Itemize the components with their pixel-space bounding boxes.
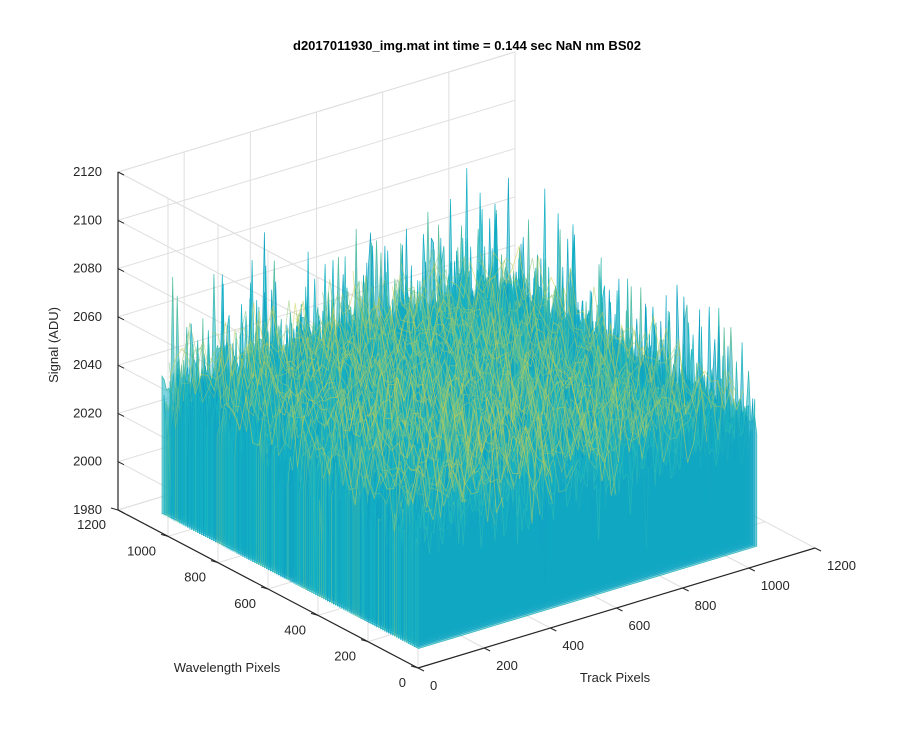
surface-streak bbox=[255, 321, 513, 493]
z-tick bbox=[117, 461, 125, 466]
surface-streak bbox=[392, 278, 649, 459]
x-tick-label: 200 bbox=[496, 658, 518, 673]
x-axis-label: Track Pixels bbox=[580, 670, 651, 685]
surface-streak bbox=[433, 269, 690, 418]
x-tick bbox=[814, 547, 822, 552]
surface-streak bbox=[168, 347, 426, 506]
surface-streak bbox=[225, 320, 483, 507]
z-tick-label: 2020 bbox=[73, 405, 102, 420]
z-tick-label: 2100 bbox=[73, 212, 102, 227]
z-tick-label: 2040 bbox=[73, 357, 102, 372]
y-tick bbox=[260, 586, 269, 590]
surface-streak bbox=[296, 300, 554, 477]
surface-streak bbox=[419, 295, 677, 463]
z-tick bbox=[117, 268, 125, 273]
surface-streak bbox=[486, 245, 744, 415]
axis-layer: 0 200 400 600 800 1000 1200 0 200 400 600 800 1000 12… bbox=[73, 164, 856, 693]
surface-streak bbox=[450, 257, 708, 426]
surface-streak bbox=[318, 292, 575, 474]
surface-streak bbox=[341, 285, 599, 456]
surface-streak bbox=[364, 305, 622, 482]
x-tick-label: 800 bbox=[695, 598, 717, 613]
x-tick-label: 1000 bbox=[761, 578, 790, 593]
z-tick-label: 2080 bbox=[73, 261, 102, 276]
z-tick bbox=[117, 219, 125, 224]
surface-streak bbox=[394, 289, 651, 452]
y-tick bbox=[160, 533, 169, 537]
x-tick-label: 400 bbox=[562, 638, 584, 653]
surface-streak bbox=[340, 314, 598, 459]
y-tick-label: 200 bbox=[334, 649, 356, 664]
x-tick bbox=[682, 587, 689, 592]
surface-streak bbox=[196, 340, 454, 518]
surface-streak bbox=[169, 347, 426, 506]
y-tick-label: 0 bbox=[399, 675, 406, 690]
z-tick-label: 2000 bbox=[73, 454, 102, 469]
x-tick-label: 1200 bbox=[827, 558, 856, 573]
x-tick bbox=[748, 567, 756, 572]
y-tick-label: 400 bbox=[284, 622, 306, 637]
y-tick bbox=[360, 639, 369, 643]
z-axis-label: Signal (ADU) bbox=[46, 307, 61, 383]
surface-streak bbox=[208, 329, 466, 521]
y-tick bbox=[110, 507, 119, 511]
z-tick-label: 2060 bbox=[73, 309, 102, 324]
surface-streak bbox=[218, 321, 476, 498]
surface-streak bbox=[295, 316, 552, 501]
z-tick-label: 2120 bbox=[73, 164, 102, 179]
surface-streak bbox=[239, 310, 496, 525]
surface-streak bbox=[351, 282, 609, 453]
surface-streak bbox=[282, 300, 539, 503]
y-tick bbox=[210, 560, 219, 564]
z-tick bbox=[117, 316, 125, 321]
z-tick bbox=[117, 509, 125, 514]
z-tick bbox=[117, 412, 125, 417]
surface-streak bbox=[296, 313, 553, 505]
z-tick-label: 1980 bbox=[73, 502, 102, 517]
surface-streak bbox=[246, 310, 504, 513]
surface-streak bbox=[295, 308, 552, 484]
x-tick bbox=[550, 627, 557, 632]
y-tick-label: 800 bbox=[184, 570, 206, 585]
surface-streak bbox=[428, 263, 685, 441]
surface-streak bbox=[433, 268, 691, 445]
chart-title: d2017011930_img.mat int time = 0.144 sec… bbox=[293, 38, 641, 53]
surface-streak bbox=[246, 302, 504, 508]
x-tick-label: 0 bbox=[430, 678, 437, 693]
surface-streak bbox=[377, 278, 635, 461]
surface-streak bbox=[352, 270, 610, 481]
y-tick bbox=[410, 665, 419, 669]
surface-streak bbox=[175, 330, 433, 513]
y-tick-label: 1200 bbox=[77, 517, 106, 532]
y-axis-label: Wavelength Pixels bbox=[174, 660, 281, 675]
z-tick bbox=[117, 171, 125, 176]
x-tick bbox=[417, 667, 425, 672]
x-tick bbox=[616, 607, 623, 612]
surface-streak bbox=[358, 286, 616, 470]
surface-layer bbox=[161, 168, 758, 650]
y-tick-label: 600 bbox=[234, 596, 256, 611]
y-tick-label: 1000 bbox=[127, 543, 156, 558]
x-tick-label: 600 bbox=[629, 618, 651, 633]
y-tick bbox=[310, 612, 319, 616]
surface-streak bbox=[182, 322, 440, 532]
x-tick bbox=[483, 647, 491, 652]
surface-streak bbox=[480, 252, 737, 414]
surface-streak bbox=[359, 297, 617, 495]
z-tick bbox=[117, 364, 125, 369]
surface-streak bbox=[439, 271, 696, 434]
surface-streak bbox=[234, 350, 492, 493]
